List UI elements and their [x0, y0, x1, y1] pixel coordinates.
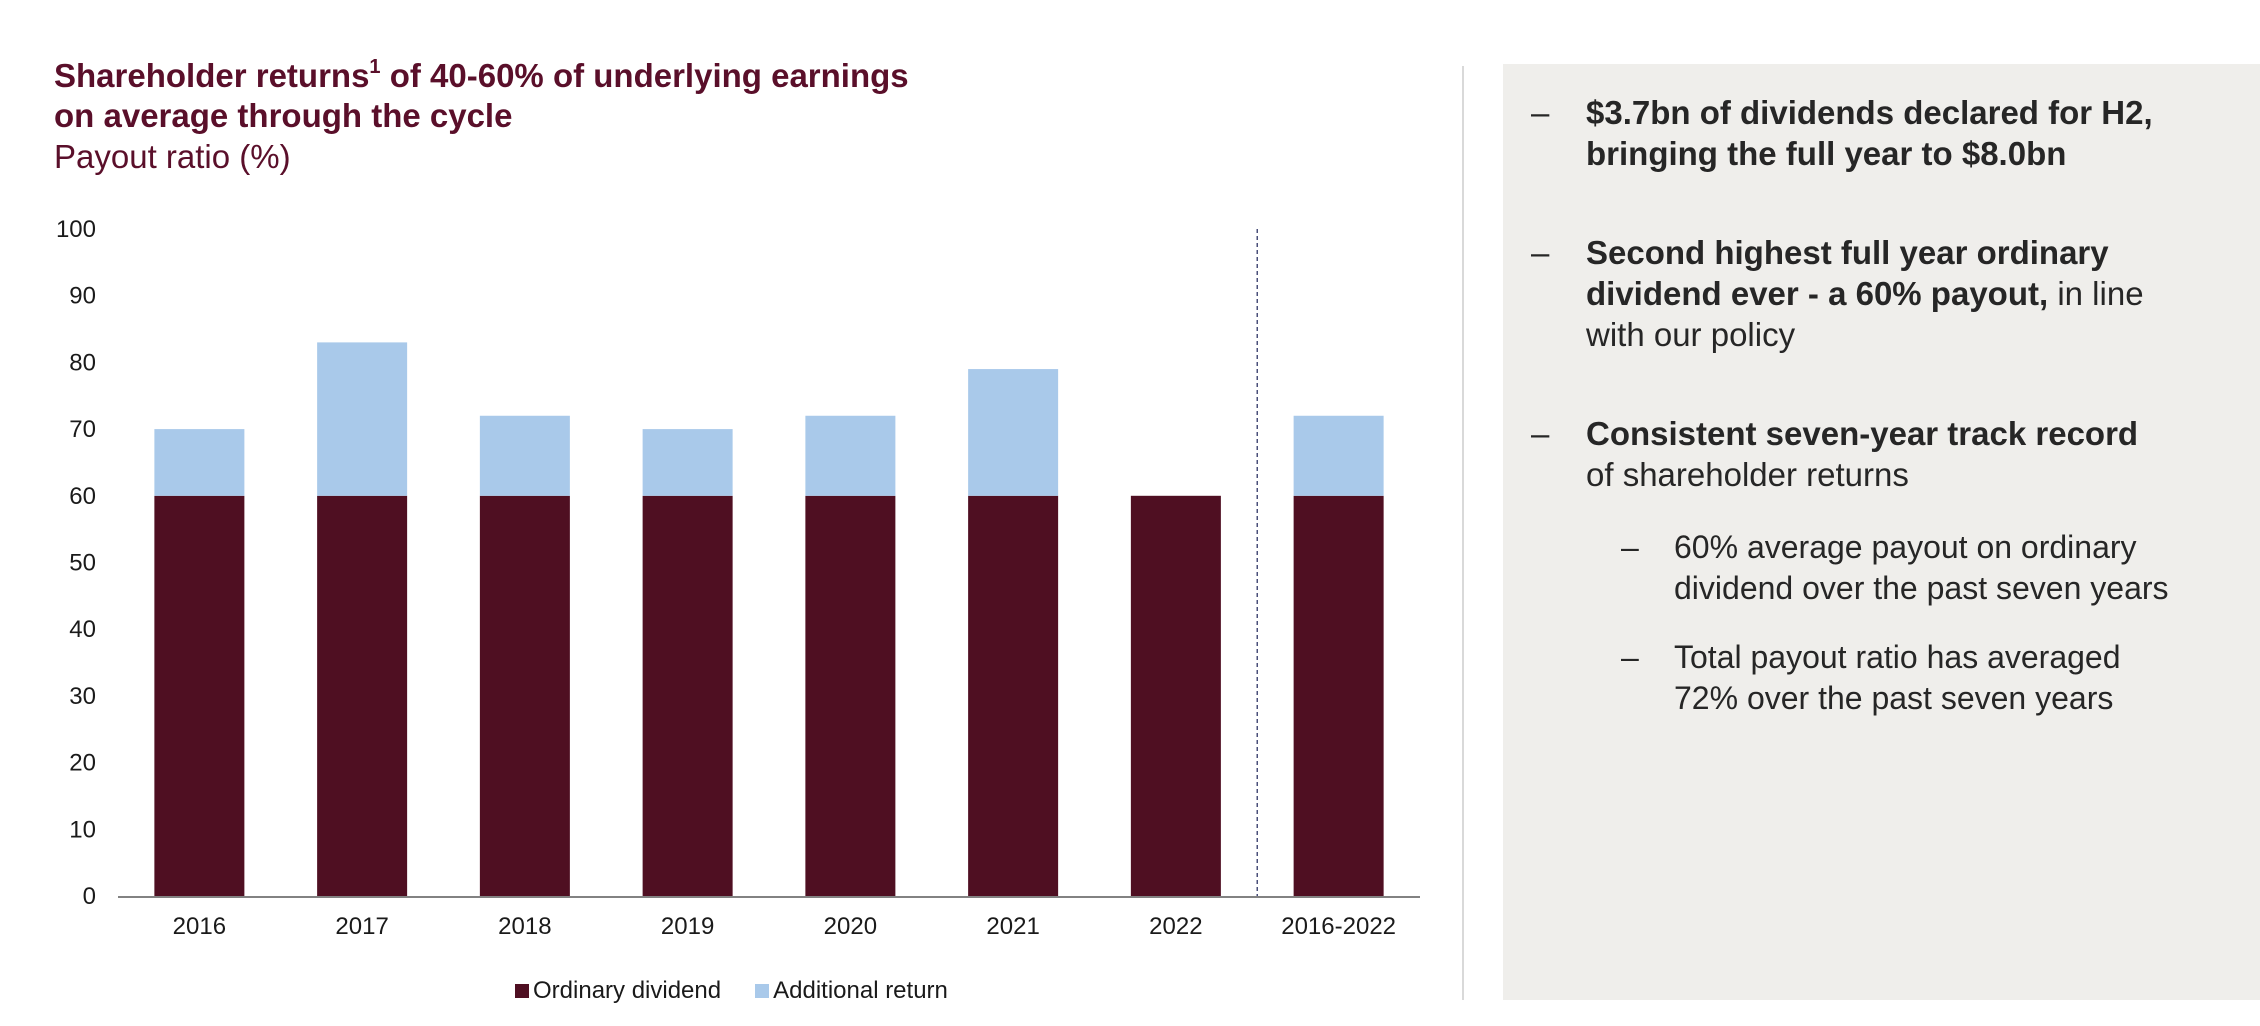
legend-label-additional: Additional return [773, 977, 948, 1004]
bar-ordinary-2016-2022 [1293, 495, 1384, 896]
x-tick-label: 2018 [498, 913, 551, 940]
bullet-record-line1: Second highest full year ordinary [1586, 234, 2109, 271]
legend-item-ordinary: Ordinary dividend [515, 977, 721, 1005]
y-tick-label: 30 [69, 683, 96, 710]
bullet-dividends-line2: bringing the full year to $8.0bn [1586, 135, 2067, 172]
chart-legend: Ordinary dividend Additional return [515, 976, 982, 1006]
subbullet-total-payout: – Total payout ratio has averaged 72% ov… [1621, 637, 2121, 719]
subbullet-dash: – [1621, 639, 1639, 675]
title-part2: of 40-60% of underlying earnings [380, 57, 909, 94]
bullet-dash: – [1531, 415, 1550, 452]
bullet-record-line2-normal: in line [2048, 275, 2144, 312]
bullet-dividends-line1: $3.7bn of dividends declared for H2, [1586, 94, 2153, 131]
bar-additional-2018 [479, 415, 570, 496]
subbullet-dash: – [1621, 529, 1639, 565]
x-tick-label: 2016-2022 [1281, 913, 1396, 940]
bullet-record-line3: with our policy [1586, 316, 1796, 353]
section-divider [1462, 66, 1464, 1000]
legend-swatch-additional [755, 984, 770, 998]
x-tick-label: 2017 [335, 913, 388, 940]
y-tick-label: 50 [69, 550, 96, 577]
bar-additional-2016 [154, 429, 245, 496]
title-line2: on average through the cycle [54, 97, 513, 134]
chart-subtitle: Payout ratio (%) [54, 138, 291, 175]
bar-ordinary-2020 [805, 495, 896, 896]
x-tick-label: 2022 [1149, 913, 1202, 940]
subbullet-average-payout: – 60% average payout on ordinary dividen… [1621, 527, 2169, 609]
bullet-dash: – [1531, 234, 1550, 271]
bullet-track-line2: of shareholder returns [1586, 456, 1909, 493]
y-tick-label: 70 [69, 416, 96, 443]
y-tick-label: 60 [69, 483, 96, 510]
bar-ordinary-2021 [968, 495, 1059, 896]
bar-additional-2021 [968, 369, 1059, 496]
bullet-track-record: – Consistent seven-year track record of … [1531, 413, 2139, 495]
y-tick-label: 20 [69, 750, 96, 777]
subbullet-total-line2: 72% over the past seven years [1674, 680, 2114, 716]
x-tick-label: 2021 [986, 913, 1039, 940]
y-tick-label: 40 [69, 616, 96, 643]
x-tick-label: 2016 [173, 913, 226, 940]
y-tick-label: 90 [69, 283, 96, 310]
x-tick-label: 2019 [661, 913, 714, 940]
y-tick-label: 80 [69, 349, 96, 376]
x-tick-label: 2020 [824, 913, 877, 940]
bar-additional-2017 [317, 342, 408, 496]
subbullet-average-line2: dividend over the past seven years [1674, 570, 2169, 606]
bullet-track-line1: Consistent seven-year track record [1586, 415, 2139, 452]
bar-additional-2020 [805, 415, 896, 496]
y-tick-label: 100 [56, 216, 96, 243]
bar-ordinary-2017 [317, 495, 408, 896]
commentary-panel: – $3.7bn of dividends declared for H2, b… [1503, 64, 2260, 1000]
payout-ratio-chart: 0 10 20 30 40 50 60 70 80 90 100 2016 2017 2018 2019 20… [56, 216, 1420, 940]
legend-item-additional: Additional return [755, 977, 948, 1005]
chart-title: Shareholder returns1 of 40-60% of underl… [54, 56, 1354, 136]
bar-additional-2016-2022 [1293, 415, 1384, 496]
bullet-dash: – [1531, 94, 1550, 131]
bar-additional-2019 [642, 429, 733, 496]
bullet-dividends: – $3.7bn of dividends declared for H2, b… [1531, 92, 2153, 174]
bar-ordinary-2018 [479, 495, 570, 896]
subbullet-total-line1: Total payout ratio has averaged [1674, 639, 2121, 675]
legend-swatch-ordinary [515, 984, 529, 998]
bar-ordinary-2022 [1130, 495, 1221, 896]
y-tick-label: 10 [69, 816, 96, 843]
bullet-record-line2-bold: dividend ever - a 60% payout, [1586, 275, 2049, 312]
subbullet-average-line1: 60% average payout on ordinary [1674, 529, 2137, 565]
bullet-record-dividend: – Second highest full year ordinary divi… [1531, 232, 2144, 355]
bar-ordinary-2019 [642, 495, 733, 896]
title-part1: Shareholder returns [54, 57, 370, 94]
y-tick-label: 0 [83, 883, 96, 910]
bar-ordinary-2016 [154, 495, 245, 896]
footnote-marker: 1 [369, 56, 381, 78]
legend-label-ordinary: Ordinary dividend [533, 977, 722, 1004]
